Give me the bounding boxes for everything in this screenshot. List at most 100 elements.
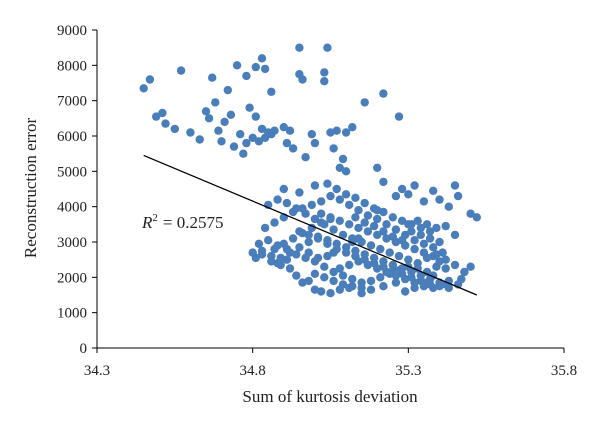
data-point — [376, 244, 385, 254]
data-point — [435, 282, 444, 291]
data-point — [366, 285, 376, 294]
x-tick-label: 35.8 — [551, 363, 577, 379]
data-point — [376, 273, 385, 282]
data-point — [422, 220, 432, 229]
data-point — [239, 149, 248, 158]
data-point — [429, 283, 438, 293]
y-tick-label: 8000 — [57, 58, 87, 74]
data-point — [360, 98, 369, 107]
data-point — [152, 112, 161, 121]
y-tick-label: 9000 — [57, 23, 87, 39]
data-point — [429, 251, 438, 261]
data-point — [232, 61, 242, 70]
data-point — [401, 287, 410, 296]
data-point — [186, 128, 195, 137]
data-point — [257, 250, 267, 259]
y-tick-label: 6000 — [57, 129, 87, 145]
data-point — [295, 243, 304, 252]
y-tick-label: 3000 — [57, 235, 87, 251]
data-point — [338, 271, 348, 280]
data-point — [341, 167, 351, 176]
data-point — [348, 274, 357, 284]
data-point — [345, 260, 354, 270]
data-point — [176, 66, 186, 75]
data-point — [422, 267, 432, 277]
data-point — [307, 223, 316, 233]
data-point — [450, 181, 460, 190]
trendline — [143, 154, 478, 296]
y-tick-label: 7000 — [57, 94, 87, 110]
data-point — [292, 204, 301, 213]
data-point — [329, 267, 338, 277]
data-point — [320, 273, 329, 282]
data-point — [388, 232, 397, 241]
data-point — [313, 234, 323, 243]
data-point — [382, 220, 391, 229]
data-point — [394, 251, 404, 261]
data-point — [139, 84, 148, 93]
data-point — [401, 274, 410, 284]
y-tick-label: 2000 — [57, 270, 87, 286]
data-point — [317, 209, 326, 218]
data-point — [158, 108, 167, 118]
data-point — [326, 214, 335, 224]
y-axis-title: Reconstruction error — [21, 118, 40, 259]
x-tick-label: 35.3 — [395, 363, 421, 379]
x-axis-ticks: 34.3 34.8 35.3 35.8 — [84, 348, 577, 379]
data-point — [257, 54, 267, 63]
data-point — [435, 195, 444, 204]
data-point — [282, 198, 292, 208]
data-points — [139, 43, 481, 298]
data-point — [369, 221, 379, 231]
data-point — [332, 126, 341, 135]
data-point — [310, 181, 320, 190]
data-point — [335, 216, 344, 225]
data-point — [326, 191, 335, 201]
data-point — [285, 264, 295, 273]
data-point — [285, 126, 295, 135]
data-point — [279, 239, 288, 248]
data-point — [366, 241, 376, 250]
data-point — [441, 264, 450, 273]
data-point — [407, 227, 416, 236]
data-point — [270, 244, 279, 254]
data-point — [419, 282, 429, 291]
data-point — [341, 248, 351, 257]
data-point — [217, 137, 226, 146]
data-point — [285, 248, 295, 257]
data-point — [214, 126, 223, 135]
data-point — [416, 223, 425, 233]
data-point — [323, 239, 332, 248]
data-point — [357, 283, 366, 293]
y-tick-label: 1000 — [57, 306, 87, 322]
data-point — [288, 144, 298, 153]
data-point — [385, 248, 394, 257]
data-point — [317, 218, 326, 227]
data-point — [292, 271, 301, 280]
data-point — [391, 271, 401, 280]
data-point — [335, 195, 344, 204]
data-point — [379, 227, 388, 236]
data-point — [307, 200, 316, 210]
data-point — [267, 87, 276, 97]
y-tick-label: 4000 — [57, 200, 87, 216]
data-point — [391, 225, 401, 234]
data-point — [419, 248, 429, 257]
data-point — [410, 236, 419, 245]
data-point — [254, 239, 264, 248]
data-point — [435, 237, 444, 247]
data-point — [304, 248, 313, 257]
data-point — [329, 144, 338, 153]
data-point — [391, 278, 401, 287]
data-point — [373, 214, 382, 224]
data-point — [298, 75, 307, 84]
data-point — [254, 137, 264, 146]
data-point — [379, 89, 388, 98]
data-point — [329, 225, 338, 234]
data-point — [229, 142, 239, 151]
data-point — [466, 262, 475, 271]
data-point — [320, 262, 329, 271]
data-point — [320, 68, 329, 77]
data-point — [345, 220, 354, 229]
data-point — [282, 255, 292, 264]
